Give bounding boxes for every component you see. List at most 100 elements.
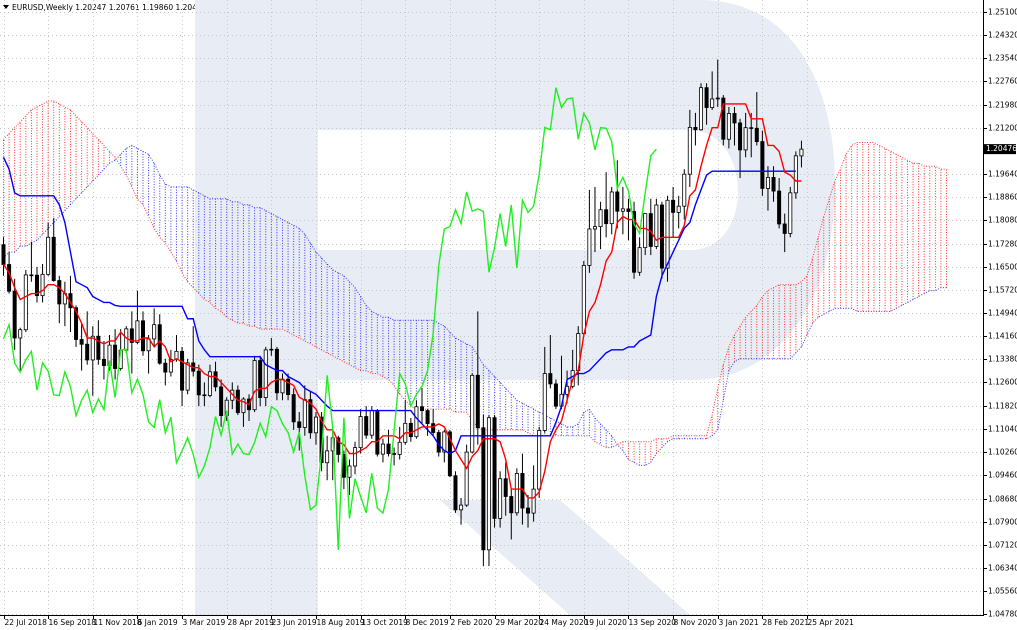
candle-body	[174, 350, 179, 361]
candle-body	[364, 416, 369, 436]
y-tick-label: 1.06340	[988, 564, 1017, 573]
candle-body	[738, 122, 743, 151]
candle-body	[358, 416, 363, 449]
y-tick-label: 1.16500	[988, 263, 1017, 272]
candle-body	[325, 450, 330, 464]
candle-body	[51, 236, 56, 281]
candle-body	[637, 247, 642, 273]
candle-body	[207, 371, 212, 396]
candle-body	[408, 422, 413, 438]
y-tick-label: 1.15720	[988, 286, 1017, 295]
candle-body	[654, 204, 659, 247]
candle-body	[665, 199, 670, 269]
candle-body	[286, 378, 291, 395]
candle-body	[57, 280, 62, 305]
candle-body	[771, 177, 776, 192]
indicator-lines	[2, 87, 802, 550]
candle-body	[140, 320, 145, 352]
candle-body	[743, 127, 748, 151]
candle-body	[12, 290, 17, 339]
candle-body	[464, 451, 469, 506]
candle-body	[470, 374, 475, 453]
candle-body	[732, 113, 737, 124]
candle-body	[90, 335, 95, 361]
candle-body	[721, 97, 726, 140]
candle-body	[397, 441, 402, 455]
candle-body	[587, 228, 592, 266]
candle-body	[185, 362, 190, 391]
candle-body	[693, 126, 698, 131]
candle-body	[196, 370, 201, 396]
candle-body	[353, 447, 358, 467]
candle-body	[157, 324, 162, 364]
candle-body	[425, 410, 430, 425]
x-tick-label: 3 Jan 2021	[719, 618, 759, 627]
candle-body	[101, 358, 106, 366]
candle-body	[40, 273, 45, 297]
candle-body	[526, 507, 531, 514]
candle-body	[219, 386, 224, 417]
candle-body	[687, 126, 692, 175]
candle-body	[777, 190, 782, 225]
header-icon	[3, 5, 9, 9]
y-tick-label: 1.13380	[988, 355, 1017, 364]
x-tick-label: 19 Jul 2020	[585, 618, 628, 627]
candle-body	[704, 87, 709, 108]
candle-body	[380, 443, 385, 455]
candle-body	[269, 348, 274, 351]
y-tick-label: 1.08680	[988, 495, 1017, 504]
y-tick-label: 1.07120	[988, 541, 1017, 550]
y-tick-label: 1.09460	[988, 471, 1017, 480]
candle-body	[319, 416, 324, 464]
candle-body	[442, 431, 447, 453]
candle-body	[486, 417, 491, 551]
candle-body	[7, 264, 12, 292]
candle-body	[765, 177, 770, 189]
candle-body	[369, 410, 374, 436]
candle-body	[34, 274, 39, 297]
senkou-a-line	[3, 144, 947, 466]
candle-body	[386, 443, 391, 454]
y-tick-label: 1.04780	[988, 610, 1017, 619]
candle-body	[252, 360, 257, 411]
x-tick-label: 11 Nov 2018	[94, 618, 142, 627]
watermark	[195, 0, 835, 615]
y-tick-label: 1.14160	[988, 332, 1017, 341]
y-tick-label: 1.07900	[988, 518, 1017, 527]
x-tick-label: 25 Apr 2021	[808, 618, 855, 627]
candle-body	[235, 389, 240, 414]
candle-body	[659, 204, 664, 269]
candle-body	[632, 211, 637, 273]
current-price-label: 1.20476	[986, 144, 1017, 153]
candle-body	[135, 320, 140, 343]
x-tick-label: 13 Oct 2019	[362, 618, 409, 627]
candle-body	[782, 223, 787, 234]
candle-body	[29, 274, 34, 277]
candle-body	[291, 394, 296, 423]
candle-body	[620, 208, 625, 212]
y-tick-label: 1.19640	[988, 170, 1017, 179]
y-tick-label: 1.12600	[988, 378, 1017, 387]
y-tick-label: 1.24320	[988, 31, 1017, 40]
x-tick-label: 8 Dec 2019	[406, 618, 449, 627]
candle-body	[392, 453, 397, 455]
x-tick-label: 8 Nov 2020	[674, 618, 717, 627]
x-tick-label: 22 Jul 2018	[5, 618, 48, 627]
y-tick-label: 1.10260	[988, 448, 1017, 457]
candle-body	[615, 191, 620, 212]
candle-body	[643, 213, 648, 249]
y-tick-label: 1.17280	[988, 240, 1017, 249]
x-tick-label: 23 Jun 2019	[272, 618, 317, 627]
current-price-box	[984, 144, 1016, 155]
y-tick-label: 1.21980	[988, 101, 1017, 110]
candle-body	[509, 496, 514, 514]
x-tick-label: 3 Mar 2019	[183, 618, 226, 627]
candle-body	[793, 155, 798, 194]
y-tick-label: 1.25100	[988, 8, 1017, 17]
tenkan-line	[2, 103, 802, 499]
candle-body	[592, 226, 597, 230]
candle-body	[23, 274, 28, 331]
candle-body	[124, 328, 129, 351]
candle-body	[604, 209, 609, 225]
